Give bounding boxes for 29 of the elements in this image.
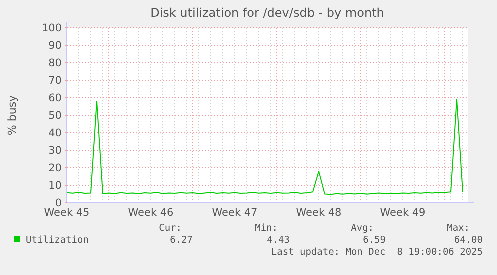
legend-label: Utilization [26,235,89,246]
y-tick-label: 50 [48,110,62,122]
x-tick-label: Week 47 [212,207,258,219]
y-tick-label: 60 [48,92,62,105]
text: 6.27 [170,235,193,246]
text: Max: [447,223,470,234]
y-axis-title: % busy [6,94,19,136]
text: 64.00 [454,235,484,246]
y-tick-label: 30 [48,145,62,158]
text: Avg: [351,223,374,234]
y-tick-label: 70 [48,75,62,88]
text: 6.59 [363,235,386,246]
text: Cur: [159,223,182,234]
x-tick-label: Week 45 [44,207,90,219]
y-tick-label: 20 [48,162,62,175]
x-tick-label: Week 49 [380,207,426,219]
y-tick-label: 100 [42,22,62,35]
x-tick-label: Week 46 [128,207,174,219]
x-tick-label: Week 48 [296,207,342,219]
line-series [66,99,464,196]
text: Last update: Mon Dec 8 19:00:06 2025 [271,247,483,258]
text: 4.43 [267,235,290,246]
y-tick-label: 40 [48,128,62,140]
y-tick-label: 80 [48,58,62,70]
y-tick-label: 0 [55,198,62,210]
chart-title: Disk utilization for /dev/sdb - by month [150,6,384,20]
text: Min: [255,223,278,234]
y-tick-label: 10 [48,180,62,192]
y-tick-label: 90 [48,40,62,52]
